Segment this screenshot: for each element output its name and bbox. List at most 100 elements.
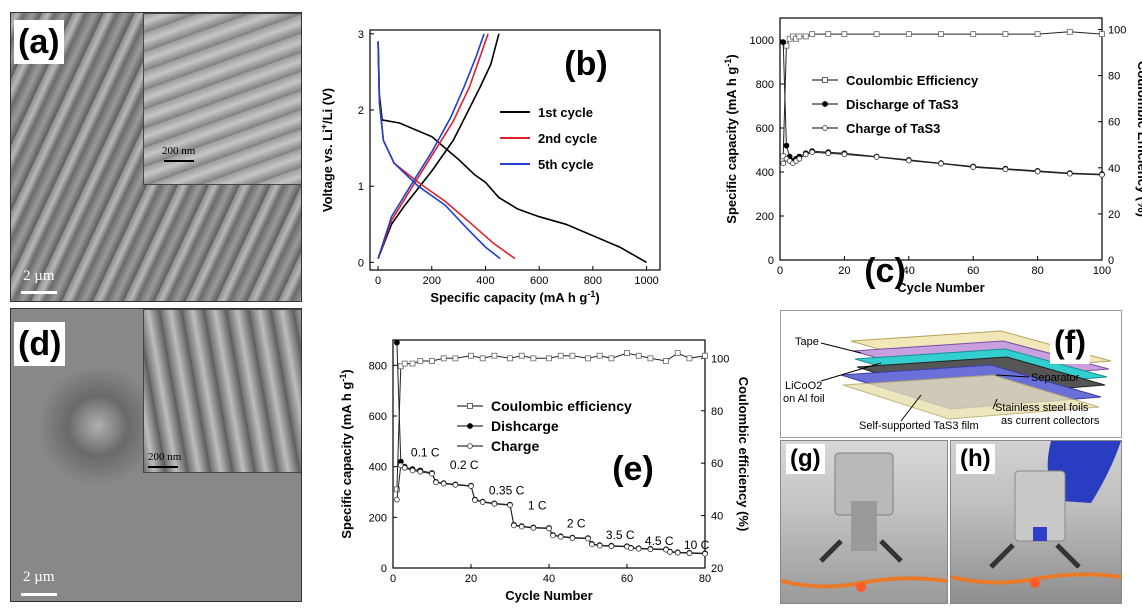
data-point	[841, 151, 848, 158]
data-point	[440, 355, 447, 362]
data-point	[796, 156, 803, 162]
data-point	[409, 467, 416, 474]
legend-label: Charge	[491, 438, 539, 454]
series-line-charge	[377, 33, 500, 259]
data-point	[1099, 31, 1105, 38]
y2-tick-label: 60	[711, 458, 723, 470]
legend-marker	[467, 443, 473, 449]
x-tick-label: 20	[838, 265, 850, 277]
x-tick-label: 60	[621, 573, 633, 585]
y-tick-label: 0	[768, 255, 774, 267]
label-steel-2: as current collectors	[1001, 415, 1100, 427]
data-point	[906, 157, 912, 164]
x-tick-label: 200	[423, 275, 441, 287]
sem-image-a: 200 nm 2 µm	[10, 12, 302, 302]
legend-marker	[822, 125, 828, 131]
data-point	[873, 154, 880, 160]
y2-tick-label: 20	[711, 563, 723, 575]
data-point	[479, 355, 486, 362]
data-point	[783, 42, 790, 49]
y2-tick-label: 40	[1108, 163, 1120, 175]
data-point	[686, 355, 693, 362]
data-point	[647, 355, 654, 362]
y-tick-label: 2	[358, 105, 364, 117]
data-point	[394, 496, 400, 503]
rate-label: 10 C	[684, 538, 710, 552]
scale-bar-d	[21, 593, 57, 596]
x-tick-label: 40	[543, 573, 555, 585]
data-point	[557, 534, 564, 540]
data-point	[635, 545, 642, 552]
legend-label: Discharge of TaS3	[846, 97, 958, 112]
y-tick-label: 0	[381, 563, 387, 575]
rate-label: 0.35 C	[489, 484, 525, 498]
data-point	[635, 352, 642, 359]
y2-axis-label: Coulombic Efficiency (%)	[1135, 61, 1142, 217]
clip-right-h	[1055, 543, 1081, 569]
data-point	[518, 523, 525, 530]
data-point	[809, 149, 815, 156]
y-axis-label: Specific capacity (mA h g-1)	[338, 369, 354, 538]
data-point	[596, 352, 603, 359]
data-point	[624, 350, 630, 357]
legend-label: Coulombic efficiency	[491, 398, 632, 414]
y-tick-label: 600	[756, 123, 774, 135]
y-tick-label: 1	[358, 181, 364, 193]
photo-h	[950, 440, 1122, 604]
data-point	[674, 550, 681, 556]
sem-inset-a: 200 nm	[143, 13, 301, 185]
data-point	[569, 352, 576, 359]
data-point	[608, 355, 615, 362]
series-line-charge	[377, 33, 485, 259]
series-line-discharge	[377, 41, 647, 264]
x-tick-label: 400	[476, 275, 494, 287]
data-point	[452, 482, 459, 488]
data-point	[674, 350, 681, 357]
panel-label-g: (g)	[786, 444, 825, 474]
data-point	[809, 31, 816, 38]
legend-marker	[822, 101, 828, 107]
data-point	[873, 31, 880, 38]
y2-tick-label: 40	[711, 511, 723, 523]
y2-axis-label: Coulombic efficiency (%)	[736, 377, 751, 532]
data-point	[507, 502, 513, 508]
x-axis-label: Specific capacity (mA h g-1)	[430, 289, 599, 305]
data-point	[429, 358, 435, 364]
label-film: Self-supported TaS3 film	[859, 420, 979, 432]
x-tick-label: 80	[1031, 265, 1043, 277]
data-point	[585, 535, 591, 542]
led-h	[1030, 578, 1040, 588]
legend-marker	[467, 403, 473, 409]
y-axis-label: Specific capacity (mA h g-1)	[723, 54, 739, 223]
data-point	[825, 31, 832, 38]
data-point	[796, 33, 803, 40]
data-point	[1099, 172, 1105, 178]
battery-diagram: Tape Separator LiCoO2 on Al foil Stainle…	[780, 310, 1122, 438]
data-point	[702, 352, 708, 359]
data-point	[479, 499, 486, 505]
data-point	[468, 483, 474, 489]
y-tick-label: 800	[756, 79, 774, 91]
data-point	[686, 550, 693, 557]
scale-text-d: 2 µm	[23, 569, 55, 585]
series-line-discharge	[377, 41, 501, 260]
clip-left-h	[989, 543, 1015, 569]
data-point	[663, 358, 669, 364]
y-tick-label: 0	[358, 257, 364, 269]
x-axis-label: Cycle Number	[897, 280, 984, 295]
data-point	[1066, 28, 1073, 35]
y-axis-label: Voltage vs. Li+/Li (V)	[319, 88, 335, 212]
data-point	[530, 525, 537, 531]
data-point	[401, 360, 408, 367]
y2-tick-label: 100	[711, 353, 729, 365]
y2-tick-label: 80	[1108, 71, 1120, 83]
cell-tab-g	[851, 501, 877, 551]
y-tick-label: 800	[369, 360, 387, 372]
data-point	[1002, 31, 1009, 38]
data-point	[452, 355, 459, 362]
rate-label: 0.1 C	[411, 446, 440, 460]
data-point	[546, 355, 552, 362]
x-tick-label: 600	[530, 275, 548, 287]
data-point	[569, 535, 576, 541]
data-point	[429, 470, 435, 477]
